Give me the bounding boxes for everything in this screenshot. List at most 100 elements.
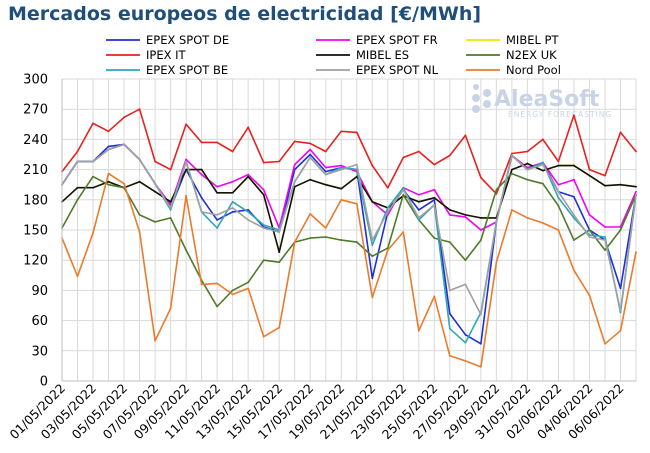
x-axis-ticks: 01/05/202203/05/202205/05/202207/05/2022… (7, 381, 627, 443)
data-point (123, 143, 125, 146)
data-point (278, 160, 281, 163)
legend-item: MIBEL PT (466, 33, 559, 47)
series-epex-spot-nl (61, 143, 637, 316)
y-tick-label: 120 (23, 254, 48, 269)
data-point (464, 283, 467, 286)
data-point (557, 229, 560, 231)
data-point (185, 168, 188, 171)
data-point (479, 366, 482, 368)
data-point (510, 172, 513, 175)
data-point (542, 182, 544, 185)
data-point (169, 208, 172, 211)
data-point (573, 239, 575, 241)
data-point (635, 251, 637, 254)
data-point (635, 185, 637, 188)
data-point (510, 168, 513, 171)
data-point (479, 176, 482, 179)
data-point (464, 134, 467, 137)
grid-lines (61, 78, 637, 382)
data-point (247, 208, 250, 211)
data-point (371, 164, 374, 167)
legend-label: IPEX IT (146, 48, 187, 62)
data-point (355, 175, 358, 178)
data-point (479, 342, 482, 345)
data-point (386, 186, 389, 189)
data-point (278, 231, 281, 233)
data-point (200, 173, 203, 176)
data-point (635, 190, 637, 193)
data-point (169, 168, 172, 171)
data-point (324, 150, 327, 153)
data-point (619, 229, 622, 231)
data-point (324, 170, 327, 173)
data-point (573, 178, 575, 181)
data-point (231, 210, 234, 213)
legend-label: N2EX UK (506, 48, 557, 62)
data-point (76, 150, 79, 153)
data-point (573, 269, 575, 272)
y-tick-label: 90 (31, 284, 48, 299)
data-point (371, 244, 374, 247)
data-point (604, 236, 606, 238)
data-point (588, 214, 591, 216)
data-point (448, 214, 451, 216)
data-point (619, 183, 622, 186)
data-point (526, 150, 529, 153)
data-point (278, 326, 281, 329)
data-point (216, 214, 219, 216)
series-line (61, 108, 637, 195)
data-point (604, 226, 606, 228)
data-point (340, 166, 343, 169)
data-point (573, 114, 575, 117)
data-point (231, 180, 234, 183)
series-line (61, 172, 637, 368)
series-nord-pool (61, 172, 637, 368)
legend-item: Nord Pool (466, 63, 561, 77)
data-point (433, 188, 436, 191)
data-point (138, 158, 141, 161)
data-point (324, 166, 327, 169)
data-point (448, 208, 451, 211)
data-point (169, 206, 172, 209)
data-point (107, 180, 110, 183)
data-point (324, 236, 327, 238)
data-point (231, 200, 234, 203)
data-point (324, 183, 327, 186)
series-mibel-es (61, 162, 637, 254)
data-point (386, 214, 389, 216)
legend-label: EPEX SPOT FR (356, 33, 438, 47)
data-point (417, 208, 420, 211)
data-point (247, 281, 250, 284)
data-point (417, 329, 420, 332)
data-point (340, 187, 343, 190)
legend-label: Nord Pool (506, 63, 561, 77)
data-point (433, 196, 436, 199)
data-point (355, 241, 358, 243)
data-point (154, 190, 156, 193)
data-point (386, 206, 389, 209)
data-point (200, 141, 203, 144)
data-point (402, 193, 405, 196)
data-point (604, 184, 606, 187)
data-point (495, 221, 498, 223)
data-point (76, 160, 79, 163)
data-point (573, 195, 575, 198)
data-point (604, 174, 606, 177)
data-point (604, 342, 606, 345)
aleasoft-logo-tagline: ENERGY FORECASTING (508, 110, 612, 119)
data-point (340, 164, 343, 167)
data-point (448, 154, 451, 157)
data-point (635, 193, 637, 196)
data-point (557, 196, 560, 199)
data-point (588, 294, 591, 297)
data-point (417, 217, 420, 219)
data-point (433, 203, 436, 206)
data-point (340, 130, 343, 133)
y-tick-label: 300 (23, 73, 48, 88)
data-point (542, 163, 544, 166)
data-point (216, 141, 219, 144)
data-point (247, 175, 250, 178)
data-point (402, 231, 405, 233)
data-point (588, 229, 591, 231)
